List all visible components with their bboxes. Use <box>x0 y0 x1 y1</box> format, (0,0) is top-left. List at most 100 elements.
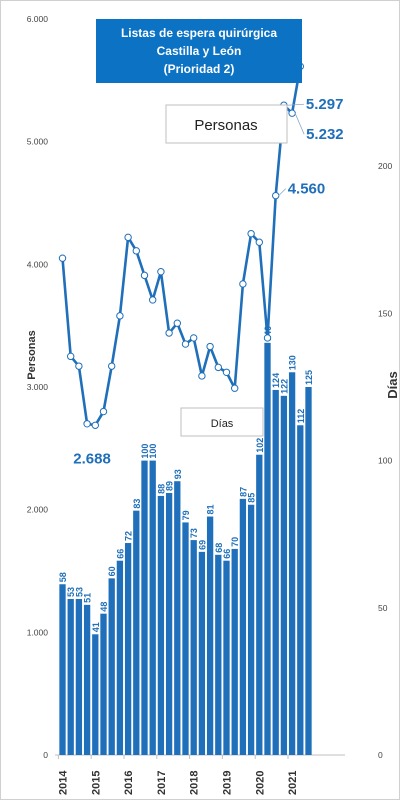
bar-data-label: 88 <box>156 484 166 494</box>
y-right-tick-label: 0 <box>378 750 383 760</box>
bar-data-label: 112 <box>296 409 306 424</box>
bar-data-label: 93 <box>173 469 183 479</box>
bar <box>149 460 156 755</box>
line-point <box>247 229 255 238</box>
bar-data-label: 60 <box>107 566 117 576</box>
bar-data-label: 66 <box>115 549 125 559</box>
bar-data-label: 53 <box>74 587 84 597</box>
bar <box>223 560 230 755</box>
bar-data-label: 124 <box>271 373 281 388</box>
y-right-tick-label: 150 <box>378 308 392 318</box>
line-data-label: 4.560 <box>288 181 326 198</box>
bar-data-label: 53 <box>66 587 76 597</box>
bar <box>288 372 296 755</box>
bar-data-label: 79 <box>181 510 191 520</box>
line-data-label: 5.232 <box>306 126 344 143</box>
line-point <box>288 109 296 117</box>
bar-data-label: 100 <box>140 444 150 459</box>
line-point <box>99 407 108 416</box>
y-left-tick-label: 3.000 <box>27 382 49 392</box>
line-point <box>58 254 67 262</box>
bar <box>280 395 288 755</box>
bar <box>100 613 107 755</box>
x-tick-label: 2014 <box>58 770 70 795</box>
y-left-tick-label: 5.000 <box>27 137 49 147</box>
line-point <box>231 384 239 392</box>
x-tick-label: 2021 <box>287 771 299 795</box>
title-box <box>96 19 302 83</box>
legend-line-box <box>165 104 288 144</box>
title-line-2: Castilla y León <box>157 44 242 58</box>
bar <box>108 578 115 755</box>
line-point <box>181 340 190 348</box>
bar-data-label: 125 <box>304 370 314 385</box>
bar-data-label: 85 <box>247 493 257 503</box>
y-left-tick-label: 4.000 <box>27 259 49 269</box>
legend-bar-label: Días <box>211 418 234 430</box>
line-point <box>173 319 182 327</box>
leader-line <box>294 113 305 135</box>
y-right-tick-label: 50 <box>378 603 388 613</box>
bar <box>198 551 206 755</box>
bar <box>190 540 197 755</box>
title-line-3: (Prioridad 2) <box>164 62 235 76</box>
line-point <box>239 280 247 288</box>
bar <box>264 342 271 755</box>
bar-data-label: 102 <box>255 438 265 453</box>
bar-data-label: 87 <box>238 487 248 497</box>
bar <box>116 560 124 755</box>
line-point <box>190 334 198 342</box>
y-left-title: Personas <box>26 330 38 380</box>
y-left-tick-label: 1.000 <box>27 627 49 637</box>
axes: 0 1.000 2.000 3.000 4.000 5.000 6.000 0 50 100 150… <box>27 14 393 795</box>
bar-data-label: 66 <box>222 549 232 559</box>
bar-data-label: 83 <box>132 499 142 509</box>
bar-data-label: 70 <box>230 537 240 547</box>
bar <box>182 522 189 755</box>
line-data-label: 2.688 <box>73 450 111 467</box>
bar <box>67 598 74 755</box>
title-line-1: Listas de espera quirúrgica <box>121 26 277 40</box>
bar <box>75 598 83 755</box>
bar-data-label: 122 <box>279 379 289 394</box>
line-point <box>165 329 173 337</box>
bar <box>215 554 222 755</box>
bar-data-label: 51 <box>83 593 93 603</box>
bar <box>83 604 91 755</box>
line-point <box>255 238 263 246</box>
line-point <box>263 334 272 342</box>
bar <box>297 425 304 755</box>
line-point <box>272 191 280 200</box>
line-point <box>157 267 165 276</box>
line-point <box>206 342 214 351</box>
bar <box>239 498 247 755</box>
x-tick-label: 2019 <box>222 771 234 795</box>
x-tick-label: 2015 <box>90 771 102 795</box>
bar <box>59 584 66 755</box>
legend-line-label: Personas <box>194 117 257 134</box>
line-point <box>222 368 231 376</box>
bar <box>305 387 312 755</box>
line-point <box>140 271 149 280</box>
bar-data-label: 100 <box>148 444 158 459</box>
bar-data-label: 72 <box>124 531 134 541</box>
bar <box>206 516 214 755</box>
bar <box>247 504 255 755</box>
bar <box>124 543 132 755</box>
line-point <box>149 296 157 304</box>
line-point <box>198 372 206 380</box>
line-point <box>214 363 223 372</box>
y-left-tick-label: 2.000 <box>27 505 49 515</box>
line-point <box>91 421 100 429</box>
bar <box>157 495 165 755</box>
y-right-tick-label: 200 <box>378 161 392 171</box>
bar-data-label: 130 <box>288 355 298 370</box>
y-left-tick-label: 6.000 <box>27 14 49 24</box>
line-point <box>108 362 116 370</box>
bar-data-label: 69 <box>197 540 207 550</box>
bar-data-label: 68 <box>214 543 224 553</box>
line-point <box>67 352 75 361</box>
line-point <box>83 420 91 428</box>
line-point <box>132 247 141 255</box>
